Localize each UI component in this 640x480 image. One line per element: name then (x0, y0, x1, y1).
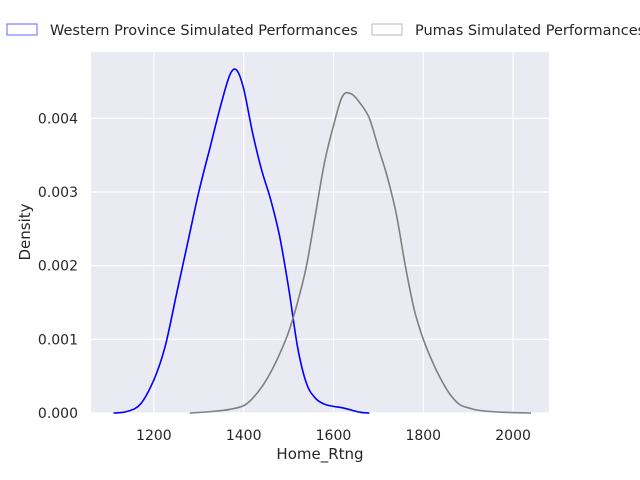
x-axis-title: Home_Rtng (276, 445, 363, 464)
y-tick-label: 0.002 (38, 259, 78, 275)
y-tick-label: 0.004 (38, 111, 78, 127)
x-tick-label: 1600 (316, 428, 352, 444)
y-tick-label: 0.000 (38, 406, 78, 422)
y-tick-label: 0.001 (38, 332, 78, 348)
y-tick-label: 0.003 (38, 185, 78, 201)
x-tick-label: 2000 (495, 428, 531, 444)
x-tick-label: 1400 (226, 428, 262, 444)
series-line-2 (189, 91, 532, 414)
series-line-1 (113, 68, 370, 414)
legend-label-2: Pumas Simulated Performances (415, 23, 640, 39)
y-axis-title: Density (16, 203, 34, 260)
series-layer (113, 68, 532, 414)
legend-swatch-2 (371, 23, 403, 36)
legend-swatch-1 (6, 23, 38, 36)
plot-area-background (91, 52, 549, 413)
x-tick-label: 1200 (136, 428, 172, 444)
legend: Western Province Simulated Performances P… (6, 23, 640, 39)
x-axis-ticks: 1200 1400 1600 1800 2000 (136, 428, 531, 444)
y-axis-ticks: 0.000 0.001 0.002 0.003 0.004 (38, 111, 78, 422)
x-tick-label: 1800 (405, 428, 441, 444)
legend-label-1: Western Province Simulated Performances (50, 23, 358, 39)
